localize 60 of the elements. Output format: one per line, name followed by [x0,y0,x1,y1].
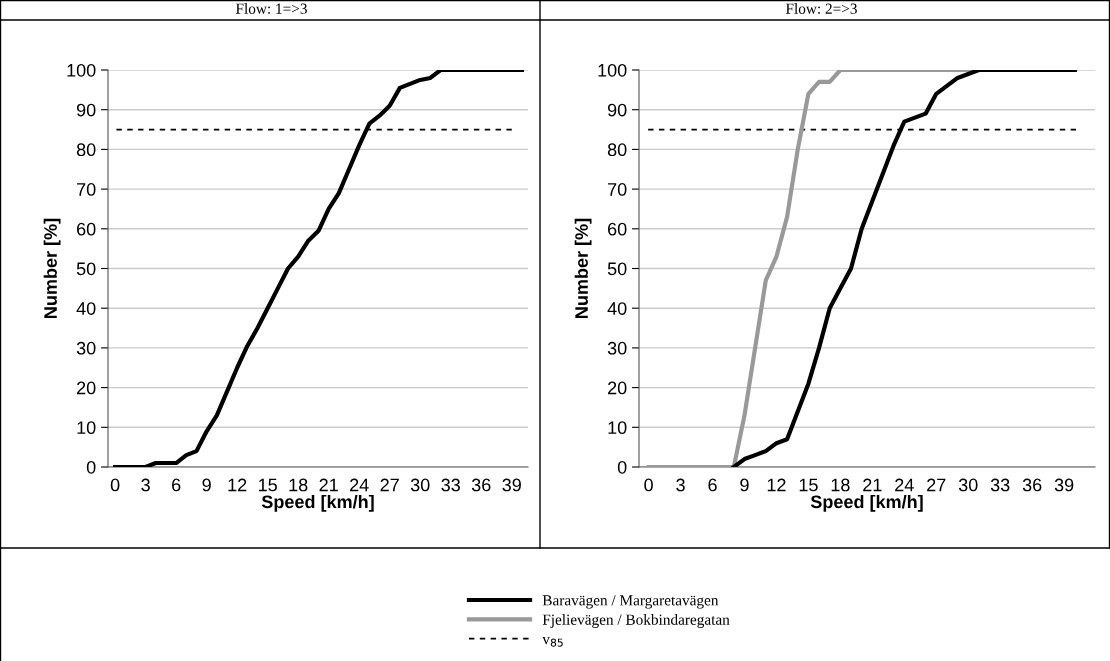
x-tick-label: 18 [831,478,850,492]
x-tick-label: 30 [410,478,430,492]
y-tick-label: 70 [608,183,627,196]
line-series [113,70,524,467]
legend-label: Fjelievägen / Bokbindaregatan [542,614,730,628]
y-tick-label: 70 [77,183,96,196]
y-tick-label: 90 [76,103,96,117]
y-tick-label: 100 [67,63,96,77]
y-tick-label: 60 [77,222,96,236]
chart-title: Flow: 1=>3 [235,3,307,14]
x-tick-label: 12 [767,478,786,492]
chart-title: Flow: 2=>3 [785,3,857,14]
x-tick-label: 9 [740,478,749,492]
x-tick-label: 39 [502,478,521,492]
y-tick-label: 100 [598,63,627,77]
y-tick-label: 90 [607,103,627,117]
x-tick-label: 36 [1022,478,1042,492]
y-tick-label: 30 [76,341,96,355]
x-tick-label: 27 [380,478,399,492]
x-tick-label: 3 [676,478,685,492]
x-tick-label: 27 [927,478,946,492]
x-tick-label: 39 [1054,478,1074,492]
y-tick-label: 60 [608,222,627,236]
x-tick-label: 15 [259,478,277,492]
y-tick-label: 10 [608,421,627,435]
y-axis-title: Number [%] [574,218,592,318]
x-tick-label: 33 [441,478,460,492]
x-tick-label: 30 [958,478,978,492]
x-tick-label: 15 [799,478,818,492]
y-tick-label: 20 [77,381,96,395]
y-tick-label: 20 [608,381,627,395]
y-tick-label: 50 [607,262,627,276]
y-tick-label: 80 [607,143,627,157]
x-tick-label: 24 [350,478,369,492]
x-tick-label: 21 [863,478,882,492]
y-tick-label: 40 [607,302,627,315]
x-tick-label: 6 [172,478,181,492]
x-tick-label: 21 [319,478,338,492]
y-axis-title: Number [%] [43,218,61,318]
x-tick-label: 18 [289,478,308,492]
x-tick-label: 36 [471,478,491,492]
y-tick-label: 0 [86,460,96,474]
x-tick-label: 9 [202,478,211,492]
y-tick-label: 80 [76,143,96,157]
x-tick-label: 6 [708,478,717,492]
x-tick-label: 3 [141,478,150,492]
y-tick-label: 10 [77,421,96,435]
x-axis-title: Speed [km/h] [810,494,923,512]
x-axis-title: Speed [km/h] [261,494,374,512]
legend-label: v$_{85}$ [542,636,563,647]
x-tick-label: 33 [990,478,1010,492]
y-tick-label: 50 [76,262,96,276]
y-tick-label: 30 [607,341,627,355]
x-tick-label: 24 [895,478,914,492]
x-tick-label: 0 [110,478,120,492]
y-tick-label: 40 [76,302,96,315]
y-tick-label: 0 [617,460,627,474]
x-tick-label: 12 [228,478,247,492]
legend-label: Baravägen / Margaretavägen [542,595,719,609]
x-tick-label: 0 [644,478,653,492]
